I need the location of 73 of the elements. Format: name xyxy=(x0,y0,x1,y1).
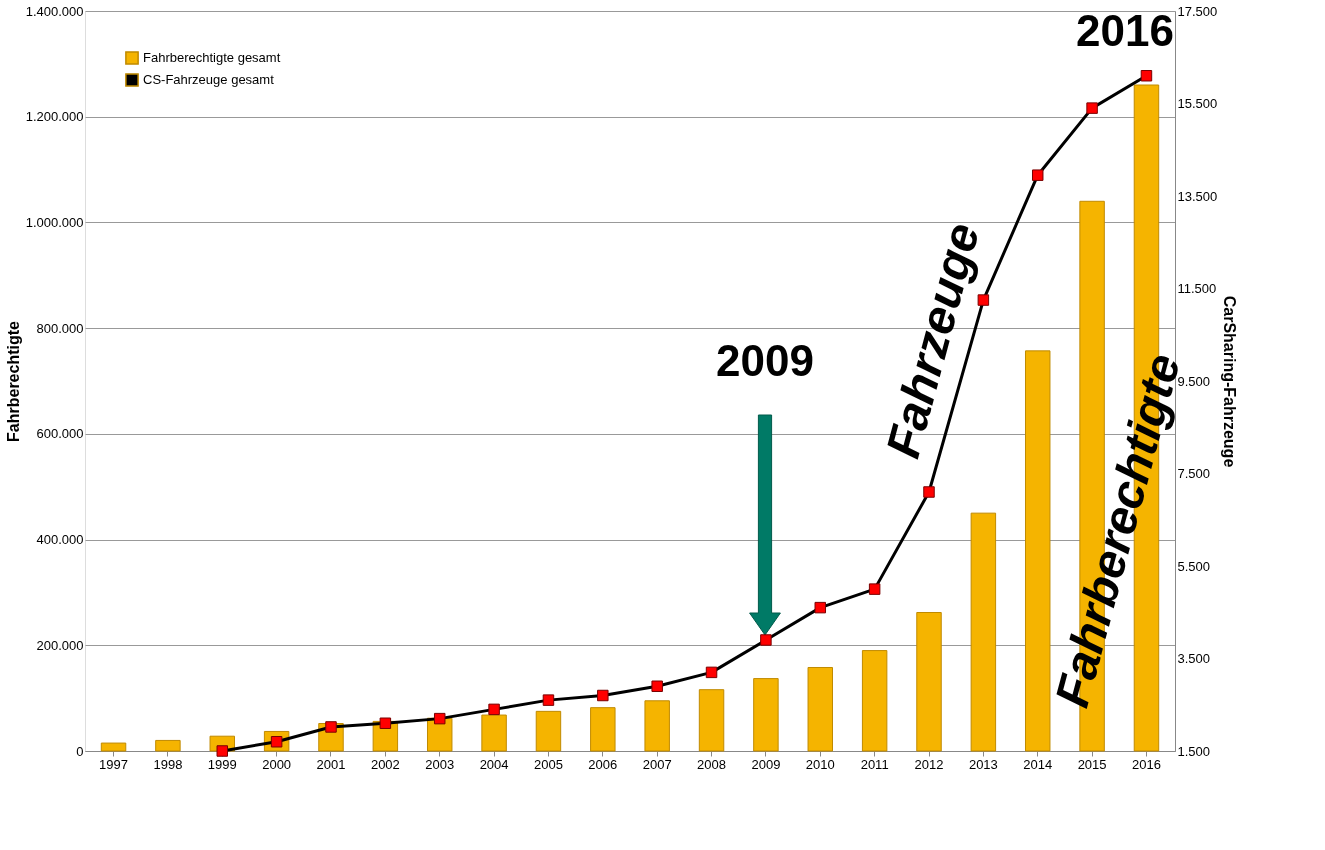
point xyxy=(977,294,990,306)
bar xyxy=(970,512,997,752)
y2-tick-label: 11.500 xyxy=(1177,281,1217,296)
point xyxy=(651,680,663,692)
point xyxy=(760,634,772,646)
y2-tick-label: 3.500 xyxy=(1177,651,1211,666)
x-tick-label: 2011 xyxy=(860,756,889,772)
y-tick-label: 1.400.000 xyxy=(25,3,84,19)
bar xyxy=(753,678,779,752)
annotation: 2016 xyxy=(1076,6,1174,55)
bar xyxy=(861,650,888,752)
bar xyxy=(644,700,670,752)
x-tick-label: 2009 xyxy=(751,756,781,772)
y-tick-label: 400.000 xyxy=(36,532,84,548)
y-tick-label: 200.000 xyxy=(36,637,84,653)
x-tick-label: 2005 xyxy=(533,756,563,772)
y2-tick-label: 1.500 xyxy=(1177,743,1211,759)
y2-axis-title: CarSharing-Fahrzeuge xyxy=(1221,295,1239,468)
bar xyxy=(100,742,127,752)
point xyxy=(923,486,935,498)
point xyxy=(868,583,881,595)
x-tick-label: 2002 xyxy=(370,756,400,772)
point xyxy=(216,745,229,757)
bar xyxy=(590,707,616,752)
point xyxy=(705,666,718,679)
y2-tick-label: 7.500 xyxy=(1177,466,1211,481)
annotation: 2009 xyxy=(716,336,814,385)
y-tick-label: 1.000.000 xyxy=(25,214,84,230)
point xyxy=(1086,102,1098,114)
bar xyxy=(1025,350,1051,752)
y2-tick-label: 17.500 xyxy=(1177,3,1218,19)
x-tick-label: 2006 xyxy=(588,756,618,772)
bar xyxy=(698,689,725,752)
x-tick-label: 1999 xyxy=(207,756,237,772)
x-tick-label: 1997 xyxy=(99,756,128,772)
y-tick-label: 0 xyxy=(76,743,84,759)
y2-tick-label: 9.500 xyxy=(1177,373,1211,389)
x-tick-label: 2008 xyxy=(697,756,727,772)
y2-tick-label: 13.500 xyxy=(1177,188,1218,204)
x-tick-label: 2000 xyxy=(262,756,292,772)
point xyxy=(488,703,500,716)
bar xyxy=(916,612,942,752)
x-tick-label: 2016 xyxy=(1132,756,1161,772)
bar xyxy=(481,714,507,752)
x-tick-label: 2010 xyxy=(805,756,835,772)
point xyxy=(597,689,609,702)
point xyxy=(1031,169,1044,181)
x-tick-label: 2007 xyxy=(642,756,672,772)
y2-tick-label: 15.500 xyxy=(1177,96,1218,111)
point xyxy=(325,721,337,733)
point xyxy=(542,694,555,706)
x-tick-label: 2014 xyxy=(1023,756,1053,772)
x-tick-label: 2003 xyxy=(425,756,455,772)
y2-tick-label: 5.500 xyxy=(1177,558,1211,574)
x-tick-label: 2001 xyxy=(316,756,346,772)
bar xyxy=(155,739,181,752)
point xyxy=(1140,70,1153,82)
bar xyxy=(535,710,562,752)
point xyxy=(433,712,446,725)
bar xyxy=(807,666,834,752)
x-tick-label: 1998 xyxy=(153,756,183,772)
legend-label: CS-Fahrzeuge gesamt xyxy=(143,72,275,87)
y-tick-label: 600.000 xyxy=(36,426,84,442)
x-tick-label: 2012 xyxy=(914,756,944,772)
point xyxy=(814,601,827,614)
x-tick-label: 2015 xyxy=(1077,756,1107,772)
y-tick-label: 800.000 xyxy=(36,320,84,336)
y-axis-title: Fahrberechtigte xyxy=(4,320,22,442)
legend-label: Fahrberechtigte gesamt xyxy=(143,50,281,65)
x-tick-label: 2004 xyxy=(479,756,509,772)
x-tick-label: 2013 xyxy=(968,756,998,772)
point xyxy=(379,717,392,729)
y-tick-label: 1.200.000 xyxy=(25,109,84,125)
